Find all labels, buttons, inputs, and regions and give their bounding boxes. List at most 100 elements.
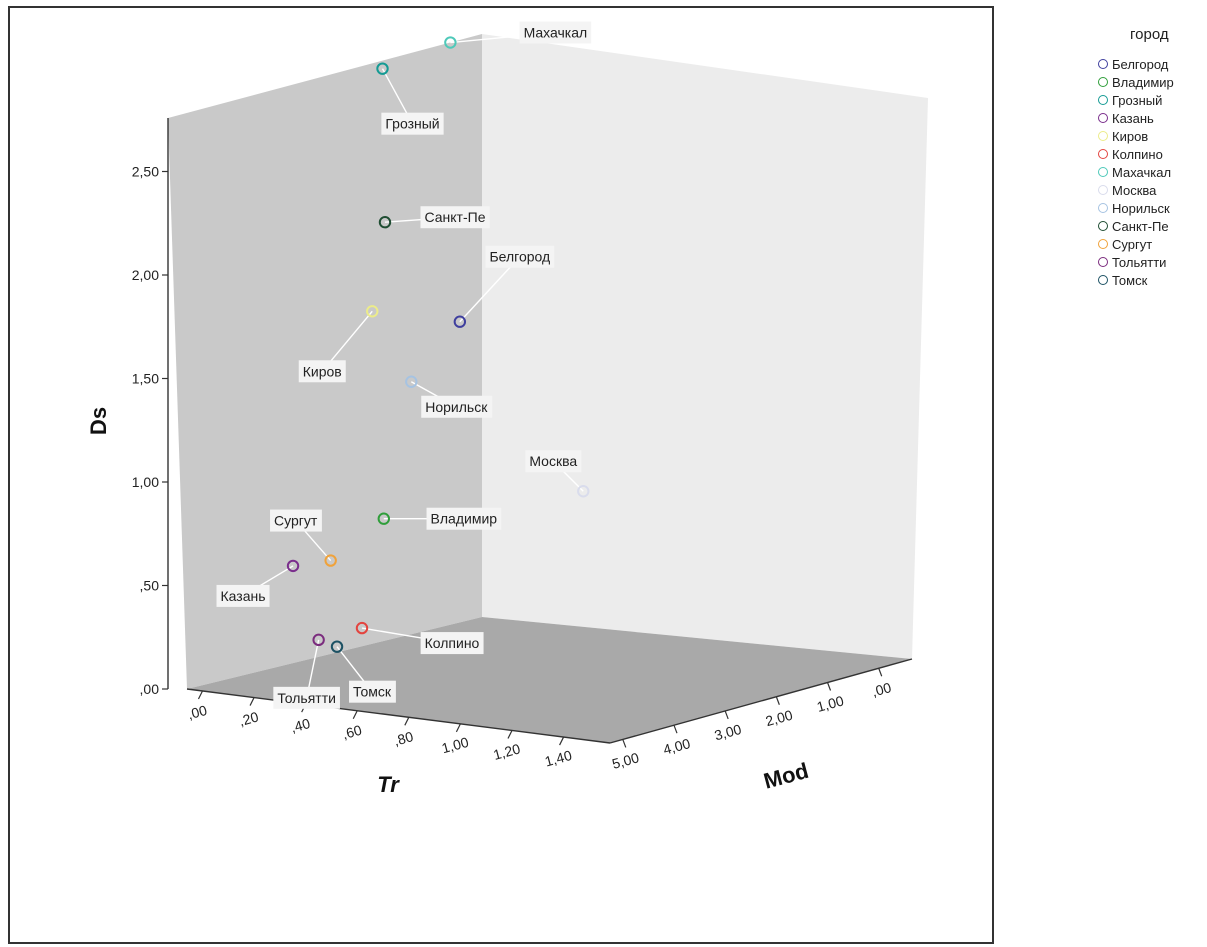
legend-item[interactable]: Тольятти [1098, 253, 1206, 271]
data-point[interactable]: Москва [577, 485, 590, 498]
legend-marker-icon [1098, 257, 1108, 267]
tr-tick [404, 717, 410, 726]
legend-marker-icon [1098, 149, 1108, 159]
legend-item[interactable]: Владимир [1098, 73, 1206, 91]
point-label: Махачкал [519, 21, 592, 44]
legend: город Белгород Владимир Грозный Казань Киров… [1098, 26, 1206, 289]
point-label-text: Киров [303, 363, 342, 379]
point-label: Грозный [381, 112, 444, 135]
legend-marker-icon [1098, 77, 1108, 87]
legend-item[interactable]: Норильск [1098, 199, 1206, 217]
tr-tick [559, 736, 565, 746]
point-label-box [420, 632, 484, 655]
tr-tick-label: ,60 [340, 722, 363, 743]
mod-tick-label: 5,00 [610, 749, 641, 772]
legend-item[interactable]: Сургут [1098, 235, 1206, 253]
point-label: Тольятти [273, 686, 340, 709]
tr-tick [249, 697, 255, 706]
mod-tick-label: ,00 [870, 679, 893, 700]
data-point[interactable]: Норильск [405, 375, 418, 388]
point-label-text: Санкт-Пе [424, 209, 485, 225]
data-point[interactable]: Киров [366, 305, 379, 318]
ds-tick-label: 2,50 [132, 164, 159, 180]
mod-tick-label: 1,00 [815, 692, 846, 715]
legend-item-label: Норильск [1112, 200, 1170, 216]
point-label-box [519, 21, 592, 44]
legend-item-label: Санкт-Пе [1112, 218, 1169, 234]
data-point[interactable]: Грозный [376, 62, 389, 75]
legend-item-label: Москва [1112, 182, 1157, 198]
legend-item[interactable]: Колпино [1098, 145, 1206, 163]
point-label-text: Грозный [385, 116, 439, 132]
legend-marker-icon [1098, 275, 1108, 285]
legend-marker-icon [1098, 167, 1108, 177]
mod-axis-title: Mod [761, 758, 811, 794]
legend-item[interactable]: Махачкал [1098, 163, 1206, 181]
ds-tick-label: 1,00 [132, 474, 159, 490]
data-point[interactable]: Санкт-Пе [378, 216, 392, 229]
tr-tick-label: 1,40 [543, 747, 574, 770]
point-label: Сургут [270, 509, 322, 532]
point-label: Санкт-Пе [420, 206, 490, 229]
legend-item-label: Сургут [1112, 236, 1153, 252]
point-label: Казань [216, 584, 270, 607]
point-label-text: Норильск [425, 399, 488, 415]
point-label-box [420, 206, 490, 229]
legend-item[interactable]: Москва [1098, 181, 1206, 199]
point-label-text: Москва [529, 453, 577, 469]
mod-tick [673, 724, 678, 734]
data-point[interactable]: Сургут [324, 554, 337, 567]
legend-marker-icon [1098, 113, 1108, 123]
scatter-3d-plot: ,00 ,50 1,00 1,50 2,00 2,50 ,00 ,20 ,40 ,60 ,80 1,0… [86, 21, 928, 797]
data-point[interactable]: Казань [286, 559, 300, 573]
point-label: Колпино [420, 632, 484, 655]
legend-marker-icon [1098, 95, 1108, 105]
point-label-box [426, 507, 502, 530]
ds-axis-title: Ds [86, 407, 111, 435]
ds-tick-label: 2,00 [132, 267, 159, 283]
data-point[interactable]: Томск [330, 640, 344, 653]
tr-tick-label: ,20 [237, 708, 260, 729]
tr-tick-label: 1,20 [491, 740, 522, 763]
chart-frame: ,00 ,50 1,00 1,50 2,00 2,50 ,00 ,20 ,40 ,60 ,80 1,0… [8, 6, 994, 944]
tr-tick [455, 723, 461, 733]
data-point[interactable]: Колпино [355, 621, 369, 635]
point-label: Норильск [421, 395, 493, 418]
point-label-box [349, 680, 396, 703]
legend-title: город [1130, 26, 1169, 43]
point-label: Киров [298, 360, 346, 383]
point-label-text: Томск [353, 684, 392, 700]
legend-item[interactable]: Казань [1098, 109, 1206, 127]
mod-axis-line [609, 658, 913, 744]
legend-item[interactable]: Томск [1098, 271, 1206, 289]
legend-item[interactable]: Белгород [1098, 55, 1206, 73]
tr-tick [197, 690, 204, 700]
point-label-text: Владимир [431, 511, 498, 527]
legend-item[interactable]: Грозный [1098, 91, 1206, 109]
point-label-box [216, 584, 270, 607]
tr-tick-label: 1,00 [440, 734, 471, 757]
mod-tick [826, 682, 832, 691]
point-label: Москва [525, 450, 582, 473]
mod-tick [775, 696, 780, 705]
legend-marker-icon [1098, 221, 1108, 231]
data-point[interactable]: Белгород [453, 315, 467, 328]
tr-tick-label: ,80 [392, 728, 415, 749]
tr-axis-line [186, 688, 611, 744]
tr-tick [352, 710, 358, 720]
legend-item-label: Казань [1112, 110, 1154, 126]
point-label-box [273, 686, 340, 709]
mod-tick [878, 668, 883, 677]
point-label-text: Казань [221, 588, 266, 604]
data-point[interactable]: Махачкал [444, 36, 457, 49]
legend-marker-icon [1098, 203, 1108, 213]
legend-item-label: Белгород [1112, 56, 1169, 72]
tr-tick [507, 730, 513, 739]
mod-tick [622, 739, 627, 748]
legend-item-label: Томск [1112, 272, 1148, 288]
legend-item[interactable]: Санкт-Пе [1098, 217, 1206, 235]
data-point[interactable]: Тольятти [312, 633, 325, 647]
legend-item[interactable]: Киров [1098, 127, 1206, 145]
data-point[interactable]: Владимир [377, 512, 390, 525]
point-label-text: Сургут [274, 513, 318, 529]
